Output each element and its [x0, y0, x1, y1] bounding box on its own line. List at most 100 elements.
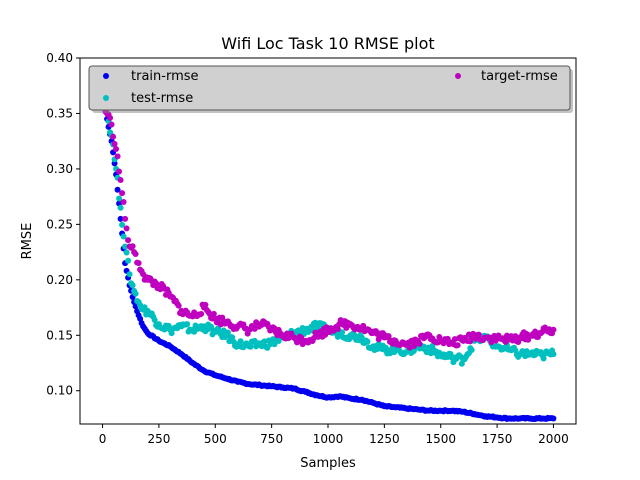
data-point	[113, 145, 120, 152]
data-point	[153, 280, 160, 287]
data-point	[175, 302, 182, 309]
data-point	[209, 315, 216, 322]
legend-marker-test	[103, 95, 109, 101]
x-axis-label: Samples	[300, 456, 356, 471]
data-point	[512, 333, 519, 340]
y-tick-label: 0.35	[46, 106, 73, 120]
data-point	[108, 121, 115, 128]
data-point	[111, 140, 118, 147]
data-point	[357, 332, 364, 339]
data-point	[117, 215, 124, 222]
legend-label-test: test-rmse	[131, 91, 193, 106]
chart-title: Wifi Loc Task 10 RMSE plot	[221, 34, 434, 53]
data-point	[416, 340, 423, 347]
legend-label-target: target-rmse	[481, 69, 558, 84]
data-point	[123, 225, 130, 232]
data-point	[410, 347, 417, 354]
data-point	[138, 320, 145, 327]
data-point	[117, 177, 124, 183]
data-point	[391, 349, 398, 356]
data-point	[107, 129, 114, 136]
data-point	[129, 243, 136, 250]
data-point	[447, 350, 454, 357]
x-tick-label: 1750	[482, 432, 513, 446]
data-point	[537, 330, 544, 337]
data-point	[141, 304, 148, 311]
x-tick-label: 500	[204, 432, 227, 446]
y-axis-ticks: 0.10 0.15 0.20 0.25 0.30 0.35 0.40	[46, 51, 80, 398]
data-point	[122, 215, 129, 222]
data-point	[549, 347, 556, 354]
data-point	[119, 221, 126, 228]
data-point	[114, 186, 121, 193]
data-point	[549, 415, 556, 422]
y-tick-label: 0.15	[46, 328, 73, 342]
data-point	[222, 333, 229, 340]
data-point	[151, 316, 158, 323]
data-point	[165, 322, 172, 329]
data-point	[436, 334, 443, 341]
plot-area	[80, 58, 576, 424]
data-point	[198, 310, 205, 317]
data-point	[116, 168, 123, 175]
legend-label-train: train-rmse	[131, 69, 199, 84]
x-tick-label: 250	[147, 432, 170, 446]
data-point	[247, 343, 254, 350]
series-train-rmse	[99, 93, 557, 423]
data-point	[475, 331, 482, 338]
x-tick-label: 1250	[369, 432, 400, 446]
y-tick-label: 0.10	[46, 384, 73, 398]
x-axis-ticks: 0 250 500 750 1000 1250 1500 1750 2000	[99, 424, 569, 446]
data-point	[120, 233, 127, 240]
legend-marker-target	[455, 73, 461, 79]
y-tick-label: 0.40	[46, 51, 73, 65]
data-point	[502, 338, 509, 345]
data-point	[110, 133, 117, 140]
data-point	[132, 290, 139, 297]
y-axis-label: RMSE	[20, 223, 35, 260]
data-point	[540, 355, 547, 362]
data-point	[116, 195, 123, 202]
y-tick-label: 0.30	[46, 162, 73, 176]
data-point	[385, 333, 392, 340]
legend: train-rmse test-rmse target-rmse	[88, 65, 573, 113]
data-point	[454, 342, 461, 349]
data-point	[244, 330, 251, 337]
data-point	[298, 334, 305, 341]
data-point	[339, 329, 346, 336]
data-point	[425, 331, 432, 338]
y-tick-label: 0.20	[46, 273, 73, 287]
data-point	[267, 341, 274, 348]
data-point	[129, 282, 136, 289]
data-point	[123, 249, 130, 256]
x-tick-label: 2000	[538, 432, 569, 446]
data-point	[549, 330, 556, 337]
data-point	[210, 310, 217, 317]
data-point	[468, 346, 475, 353]
data-point	[132, 251, 139, 258]
data-point	[122, 243, 129, 250]
x-tick-label: 1500	[425, 432, 456, 446]
data-point	[458, 360, 465, 367]
data-point	[224, 329, 231, 336]
data-point	[202, 301, 209, 308]
legend-marker-train	[103, 73, 109, 79]
data-point	[334, 326, 341, 333]
data-point	[134, 298, 141, 305]
data-point	[114, 153, 121, 160]
legend-box	[88, 65, 571, 111]
data-point	[134, 259, 141, 266]
data-point	[125, 237, 132, 244]
data-point	[134, 308, 141, 315]
data-point	[184, 321, 191, 328]
data-point	[117, 204, 124, 211]
data-point	[364, 338, 371, 345]
data-point	[315, 333, 322, 340]
x-tick-label: 0	[99, 432, 107, 446]
data-point	[125, 257, 132, 264]
x-tick-label: 1000	[313, 432, 344, 446]
data-points	[99, 88, 557, 423]
data-point	[132, 303, 139, 310]
data-point	[138, 268, 145, 275]
